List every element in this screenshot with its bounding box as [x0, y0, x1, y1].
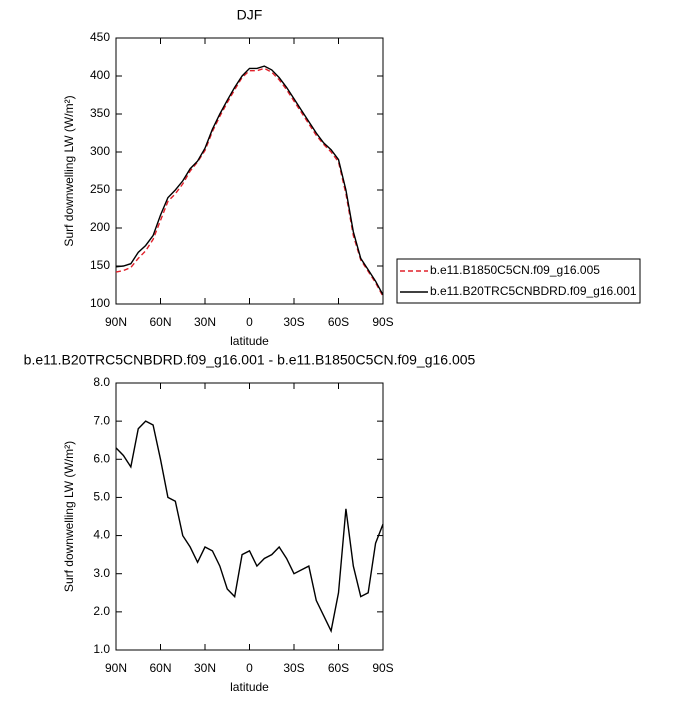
y-tick-label: 100 [90, 296, 110, 310]
plot-frame [115, 382, 384, 651]
y-tick-label: 5.0 [93, 490, 110, 504]
chart-title: DJF [237, 7, 263, 23]
y-axis-label: Surf downwelling LW (W/m²) [62, 441, 76, 592]
y-tick-label: 4.0 [93, 528, 110, 542]
data-line [115, 67, 384, 297]
y-axis-label: Surf downwelling LW (W/m²) [62, 95, 76, 246]
data-line [115, 420, 384, 634]
legend-box [396, 258, 641, 304]
x-axis-label: latitude [230, 334, 269, 348]
x-tick-label: 60N [149, 661, 171, 675]
y-tick-label: 2.0 [93, 604, 110, 618]
plot-frame [115, 37, 384, 305]
y-tick-label: 1.0 [93, 642, 110, 656]
x-tick-label: 30N [194, 315, 216, 329]
y-tick-label: 200 [90, 220, 110, 234]
x-tick-label: 60N [149, 315, 171, 329]
y-tick-label: 400 [90, 68, 110, 82]
y-tick-label: 7.0 [93, 413, 110, 427]
y-tick-label: 450 [90, 30, 110, 44]
x-tick-label: 30S [283, 661, 304, 675]
x-tick-label: 0 [246, 661, 253, 675]
legend-label: b.e11.B1850C5CN.f09_g16.005 [430, 263, 600, 277]
x-axis-label: latitude [230, 680, 269, 694]
x-tick-label: 60S [328, 661, 349, 675]
y-tick-label: 6.0 [93, 451, 110, 465]
y-tick-label: 300 [90, 144, 110, 158]
x-tick-label: 90N [105, 315, 127, 329]
y-tick-label: 3.0 [93, 566, 110, 580]
chart-title: b.e11.B20TRC5CNBDRD.f09_g16.001 - b.e11.… [24, 352, 476, 368]
x-tick-label: 30S [283, 315, 304, 329]
x-tick-label: 90S [372, 661, 393, 675]
y-tick-label: 150 [90, 258, 110, 272]
x-tick-label: 0 [246, 315, 253, 329]
y-tick-label: 250 [90, 182, 110, 196]
x-tick-label: 90N [105, 661, 127, 675]
x-tick-label: 30N [194, 661, 216, 675]
y-tick-label: 350 [90, 106, 110, 120]
x-tick-label: 90S [372, 315, 393, 329]
y-tick-label: 8.0 [93, 375, 110, 389]
x-tick-label: 60S [328, 315, 349, 329]
legend-label: b.e11.B20TRC5CNBDRD.f09_g16.001 [430, 284, 637, 298]
data-line [115, 65, 384, 296]
